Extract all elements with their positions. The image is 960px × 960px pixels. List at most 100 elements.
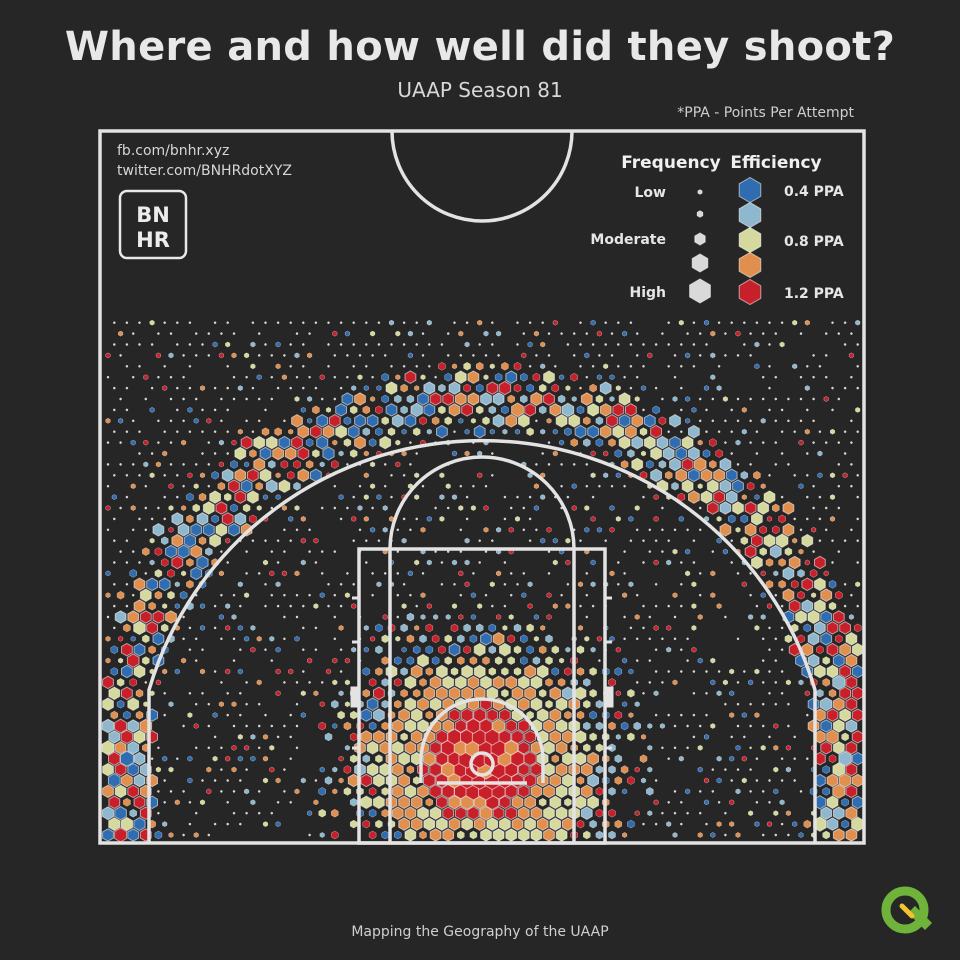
hex-bin	[480, 392, 492, 406]
hex-bin	[623, 571, 626, 575]
hex-bin	[530, 697, 543, 711]
hex-bin	[540, 341, 546, 348]
hex-bin	[375, 819, 383, 829]
hex-bin	[822, 678, 830, 687]
hex-bin	[633, 721, 641, 731]
hex-bin	[275, 472, 281, 479]
hex-bin	[516, 495, 519, 499]
hex-bin	[484, 550, 488, 554]
hex-bin	[736, 419, 740, 423]
hex-bin	[275, 821, 281, 827]
hex-bin	[318, 808, 326, 818]
hex-bin	[768, 408, 771, 412]
hex-bin	[774, 441, 778, 445]
hex-bin	[509, 571, 513, 575]
hex-bin	[308, 680, 311, 684]
hex-bin	[724, 768, 727, 772]
hex-bin	[806, 517, 809, 521]
hex-bin	[788, 599, 801, 613]
hex-bin	[729, 755, 735, 762]
hex-bin	[110, 667, 119, 676]
hex-bin	[831, 321, 834, 325]
hex-bin	[585, 375, 589, 379]
hex-bin	[193, 417, 199, 424]
hex-bin	[450, 667, 459, 676]
hex-bin	[717, 321, 721, 325]
hex-bin	[138, 430, 141, 434]
hex-bin	[199, 625, 206, 631]
hex-bin	[526, 427, 534, 436]
hex-bin	[585, 571, 589, 575]
hex-bin	[838, 750, 852, 767]
hex-bin	[308, 550, 311, 554]
hex-bin	[685, 570, 691, 577]
hex-bin	[467, 675, 480, 690]
hex-bin	[375, 427, 383, 436]
hex-bin	[608, 830, 616, 840]
hex-bin	[691, 625, 697, 631]
hex-bin	[787, 702, 790, 706]
hex-bin	[547, 550, 551, 554]
hex-bin	[169, 789, 173, 793]
hex-bin	[520, 372, 528, 382]
hex-bin	[579, 604, 582, 608]
hex-bin	[749, 702, 752, 706]
hex-bin	[692, 343, 696, 346]
hex-bin	[680, 582, 683, 586]
hex-bin	[133, 751, 146, 766]
hex-bin	[538, 689, 547, 698]
hex-bin	[773, 810, 779, 817]
hex-bin	[438, 645, 446, 654]
hex-bin	[275, 494, 281, 500]
hex-bin	[213, 452, 217, 455]
hex-bin	[837, 332, 841, 336]
hex-bin	[814, 577, 826, 592]
hex-bin	[627, 819, 635, 829]
hex-bin	[129, 569, 137, 578]
hex-bin	[127, 610, 140, 624]
hex-bin	[377, 539, 381, 543]
hex-bin	[579, 539, 582, 543]
hex-bin	[150, 517, 154, 521]
hex-bin	[572, 332, 576, 336]
hex-bin	[517, 414, 530, 428]
hex-bin	[741, 777, 747, 784]
hex-bin	[565, 603, 571, 609]
hex-bin	[257, 397, 261, 401]
hex-bin	[603, 472, 609, 479]
hex-bin	[528, 364, 532, 368]
hex-bin	[275, 690, 281, 697]
hex-bin	[622, 788, 628, 795]
hex-bin	[811, 592, 817, 599]
hex-bin	[595, 808, 604, 818]
hex-bin	[835, 590, 843, 600]
hex-bin	[832, 610, 845, 624]
hex-bin	[710, 592, 716, 599]
legend-frequency-moderate: Moderate	[590, 232, 666, 248]
hex-bin	[642, 364, 645, 368]
hex-bin	[297, 446, 310, 461]
hex-bin	[576, 405, 585, 415]
hex-bin	[375, 667, 383, 676]
hex-bin	[730, 430, 733, 434]
hex-bin	[264, 604, 267, 608]
hex-bin	[551, 645, 560, 654]
hex-bin	[130, 439, 136, 446]
legend-frequency-title: Frequency	[621, 153, 721, 173]
hex-bin	[778, 514, 786, 524]
hex-bin	[615, 516, 621, 522]
hex-bin	[496, 526, 502, 533]
hex-bin	[520, 394, 528, 404]
hex-bin	[283, 419, 286, 423]
hex-bin	[590, 581, 596, 588]
hex-bin	[850, 528, 853, 532]
hex-bin	[599, 403, 612, 417]
hex-bin	[395, 461, 401, 468]
hex-bin	[169, 441, 173, 445]
hex-bin	[368, 787, 377, 796]
hex-bin	[798, 548, 804, 555]
hex-bin	[102, 675, 114, 690]
hex-bin	[634, 701, 640, 708]
hex-bin	[319, 592, 325, 599]
hex-bin	[168, 701, 174, 708]
